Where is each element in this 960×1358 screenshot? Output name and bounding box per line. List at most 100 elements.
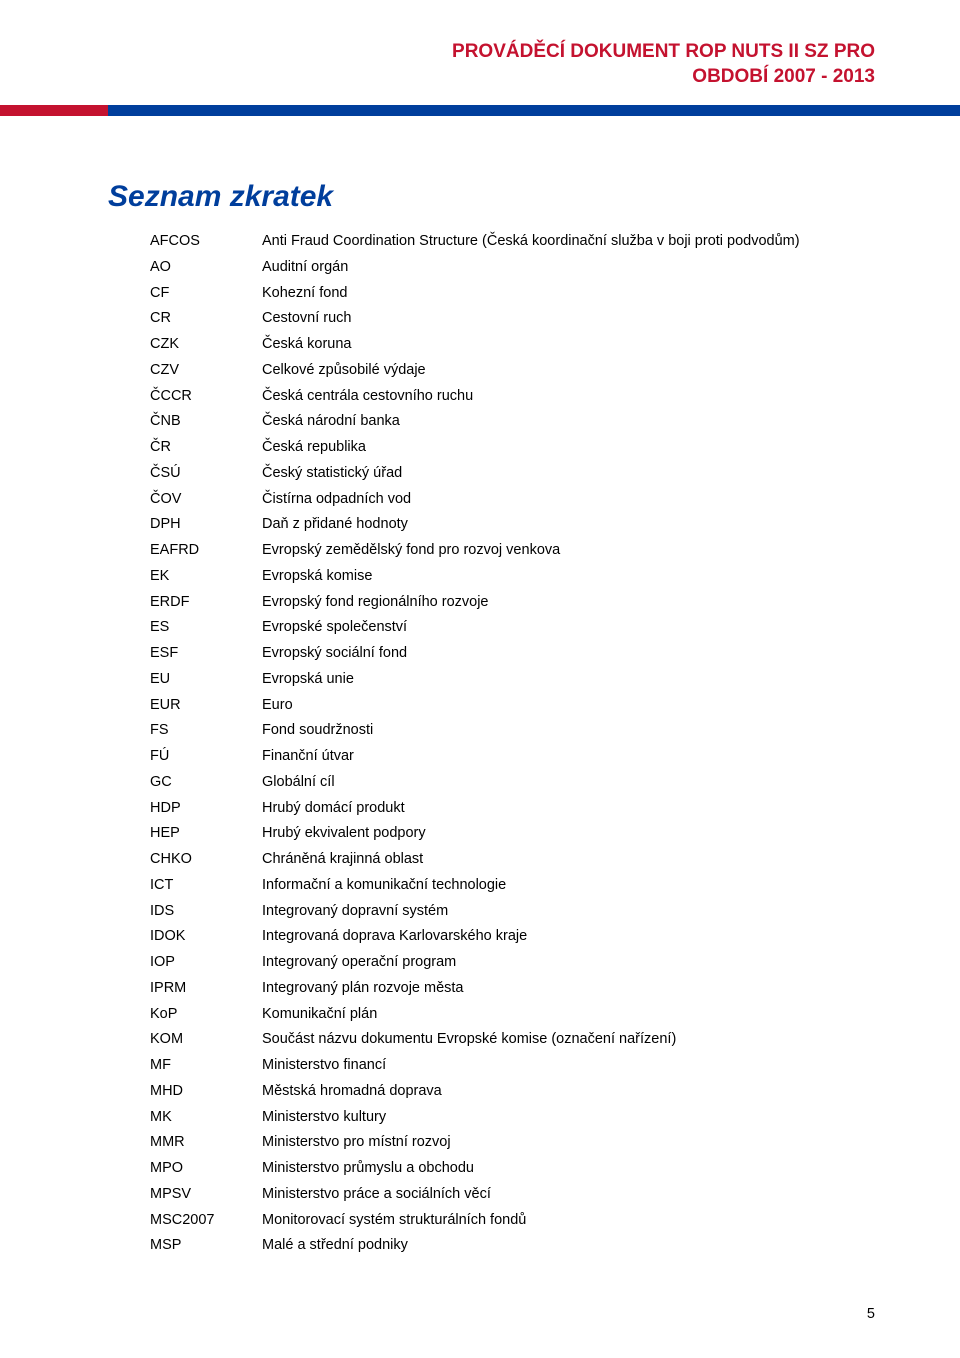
abbr-value: Informační a komunikační technologie	[262, 876, 875, 896]
abbr-value: Globální cíl	[262, 773, 875, 793]
abbr-key: ICT	[150, 876, 262, 896]
abbr-key: GC	[150, 773, 262, 793]
abbr-key: MHD	[150, 1082, 262, 1102]
abbr-row: MPOMinisterstvo průmyslu a obchodu	[150, 1159, 875, 1179]
abbr-row: KOMSoučást názvu dokumentu Evropské komi…	[150, 1030, 875, 1050]
abbr-key: ERDF	[150, 593, 262, 613]
abbr-value: Česká republika	[262, 438, 875, 458]
abbr-row: DPHDaň z přidané hodnoty	[150, 515, 875, 535]
abbr-row: IDSIntegrovaný dopravní systém	[150, 902, 875, 922]
color-stripe	[0, 105, 960, 116]
abbr-key: KoP	[150, 1005, 262, 1025]
header-line-1: PROVÁDĚCÍ DOKUMENT ROP NUTS II SZ PRO	[452, 40, 875, 65]
abbr-row: IOPIntegrovaný operační program	[150, 953, 875, 973]
abbr-row: HEPHrubý ekvivalent podpory	[150, 824, 875, 844]
abbr-key: IDS	[150, 902, 262, 922]
abbr-key: ČOV	[150, 490, 262, 510]
abbr-row: ČCCRČeská centrála cestovního ruchu	[150, 387, 875, 407]
abbr-key: MSC2007	[150, 1211, 262, 1231]
abbr-value: Daň z přidané hodnoty	[262, 515, 875, 535]
abbr-key: MK	[150, 1108, 262, 1128]
abbr-key: HEP	[150, 824, 262, 844]
abbr-key: MSP	[150, 1236, 262, 1256]
stripe-red-segment	[0, 105, 108, 116]
abbr-key: FS	[150, 721, 262, 741]
abbr-key: AFCOS	[150, 232, 262, 252]
abbr-key: EUR	[150, 696, 262, 716]
abbr-key: HDP	[150, 799, 262, 819]
abbr-key: ČSÚ	[150, 464, 262, 484]
abbr-row: ČRČeská republika	[150, 438, 875, 458]
abbr-key: KOM	[150, 1030, 262, 1050]
abbr-row: AFCOSAnti Fraud Coordination Structure (…	[150, 232, 875, 252]
abbr-row: MFMinisterstvo financí	[150, 1056, 875, 1076]
abbr-row: MMRMinisterstvo pro místní rozvoj	[150, 1133, 875, 1153]
abbr-key: MMR	[150, 1133, 262, 1153]
abbr-row: CZVCelkové způsobilé výdaje	[150, 361, 875, 381]
abbr-key: EK	[150, 567, 262, 587]
abbr-key: IDOK	[150, 927, 262, 947]
abbr-row: ČOVČistírna odpadních vod	[150, 490, 875, 510]
abbr-value: Evropské společenství	[262, 618, 875, 638]
abbr-value: Evropská unie	[262, 670, 875, 690]
abbr-row: ICTInformační a komunikační technologie	[150, 876, 875, 896]
abbr-row: AOAuditní orgán	[150, 258, 875, 278]
abbr-value: Ministerstvo průmyslu a obchodu	[262, 1159, 875, 1179]
abbr-row: ČNBČeská národní banka	[150, 412, 875, 432]
abbr-value: Ministerstvo kultury	[262, 1108, 875, 1128]
abbr-key: EAFRD	[150, 541, 262, 561]
abbr-value: Cestovní ruch	[262, 309, 875, 329]
abbr-row: MHDMěstská hromadná doprava	[150, 1082, 875, 1102]
abbr-key: IPRM	[150, 979, 262, 999]
abbr-row: ERDFEvropský fond regionálního rozvoje	[150, 593, 875, 613]
abbr-value: Anti Fraud Coordination Structure (Česká…	[262, 232, 875, 252]
abbr-key: ESF	[150, 644, 262, 664]
abbr-row: MSC2007Monitorovací systém strukturálníc…	[150, 1211, 875, 1231]
abbr-value: Ministerstvo pro místní rozvoj	[262, 1133, 875, 1153]
abbr-key: FÚ	[150, 747, 262, 767]
abbr-row: EUREuro	[150, 696, 875, 716]
abbr-key: IOP	[150, 953, 262, 973]
abbr-row: CRCestovní ruch	[150, 309, 875, 329]
abbr-key: DPH	[150, 515, 262, 535]
abbr-value: Integrovaný operační program	[262, 953, 875, 973]
abbr-key: MF	[150, 1056, 262, 1076]
abbr-key: AO	[150, 258, 262, 278]
abbr-value: Chráněná krajinná oblast	[262, 850, 875, 870]
abbr-value: Euro	[262, 696, 875, 716]
abbr-value: Integrovaná doprava Karlovarského kraje	[262, 927, 875, 947]
abbr-value: Čistírna odpadních vod	[262, 490, 875, 510]
abbr-key: ČR	[150, 438, 262, 458]
abbr-value: Evropský sociální fond	[262, 644, 875, 664]
abbr-value: Česká centrála cestovního ruchu	[262, 387, 875, 407]
abbr-key: CF	[150, 284, 262, 304]
abbr-value: Městská hromadná doprava	[262, 1082, 875, 1102]
abbr-row: EUEvropská unie	[150, 670, 875, 690]
abbr-key: CHKO	[150, 850, 262, 870]
abbr-row: FSFond soudržnosti	[150, 721, 875, 741]
abbr-key: EU	[150, 670, 262, 690]
abbr-value: Česká národní banka	[262, 412, 875, 432]
abbr-value: Monitorovací systém strukturálních fondů	[262, 1211, 875, 1231]
abbr-key: CZK	[150, 335, 262, 355]
abbr-row: CZKČeská koruna	[150, 335, 875, 355]
abbr-value: Hrubý ekvivalent podpory	[262, 824, 875, 844]
abbr-value: Český statistický úřad	[262, 464, 875, 484]
abbr-value: Ministerstvo práce a sociálních věcí	[262, 1185, 875, 1205]
abbr-key: ČNB	[150, 412, 262, 432]
abbr-value: Finanční útvar	[262, 747, 875, 767]
abbr-value: Malé a střední podniky	[262, 1236, 875, 1256]
section-title: Seznam zkratek	[108, 180, 875, 214]
abbr-row: HDPHrubý domácí produkt	[150, 799, 875, 819]
abbr-value: Integrovaný plán rozvoje města	[262, 979, 875, 999]
abbr-value: Integrovaný dopravní systém	[262, 902, 875, 922]
abbr-key: ES	[150, 618, 262, 638]
abbr-row: MKMinisterstvo kultury	[150, 1108, 875, 1128]
abbr-row: IPRMIntegrovaný plán rozvoje města	[150, 979, 875, 999]
abbr-row: IDOKIntegrovaná doprava Karlovarského kr…	[150, 927, 875, 947]
abbr-row: EAFRDEvropský zemědělský fond pro rozvoj…	[150, 541, 875, 561]
abbr-key: CZV	[150, 361, 262, 381]
abbr-key: MPSV	[150, 1185, 262, 1205]
stripe-blue-segment	[108, 105, 960, 116]
abbr-value: Komunikační plán	[262, 1005, 875, 1025]
